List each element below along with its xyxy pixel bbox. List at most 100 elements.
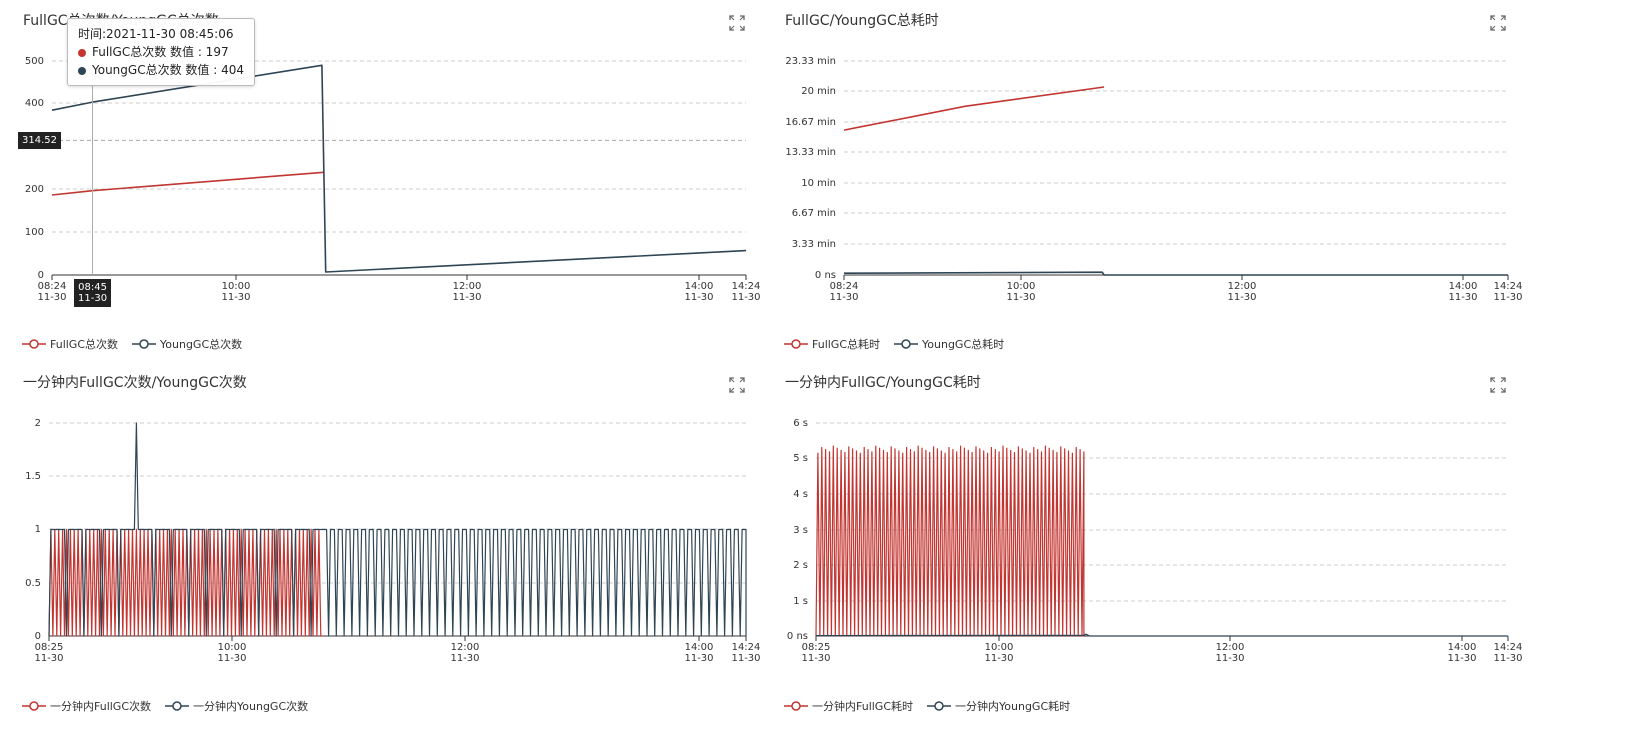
x-tick-date-label: 11-30 bbox=[1215, 653, 1244, 664]
x-tick-label: 14:24 bbox=[732, 642, 761, 653]
y-tick-label: 6 s bbox=[793, 418, 808, 429]
y-tick-label: 1 s bbox=[793, 596, 808, 607]
chart-panel-minute-time: 一分钟内FullGC/YoungGC耗时 0 ns 1 s 2 s 3 s 4 s 5 s… bbox=[784, 374, 1638, 748]
series-line-younggc bbox=[48, 422, 747, 637]
series-line-younggc bbox=[51, 64, 747, 273]
y-tick-label: 100 bbox=[25, 227, 44, 238]
legend-label: 一分钟内YoungGC次数 bbox=[193, 700, 309, 713]
legend-marker-icon bbox=[784, 339, 808, 349]
x-tick-label: 10:00 bbox=[218, 642, 247, 653]
y-tick-label: 3.33 min bbox=[792, 239, 836, 250]
tooltip-young-dot-icon bbox=[78, 66, 86, 75]
tooltip-row-full: FullGC总次数 数值 : 197 bbox=[92, 45, 229, 59]
chart-panel-minute-count: 一分钟内FullGC次数/YoungGC次数 0 0.5 1 1.5 2 08:25 11-… bbox=[0, 374, 819, 748]
legend-item-young[interactable]: YoungGC总次数 bbox=[132, 336, 242, 352]
x-tick-label: 14:00 bbox=[685, 642, 714, 653]
chart-title: 一分钟内FullGC次数/YoungGC次数 bbox=[23, 375, 247, 391]
x-tick-date-label: 11-30 bbox=[217, 653, 246, 664]
x-tick-date-label: 11-30 bbox=[1227, 292, 1256, 303]
tooltip: 时间:2021-11-30 08:45:06 FullGC总次数 数值 : 19… bbox=[67, 18, 255, 86]
y-tick-label: 3 s bbox=[793, 525, 808, 536]
fullscreen-expand-icon[interactable] bbox=[729, 377, 745, 393]
fullscreen-expand-icon[interactable] bbox=[1490, 377, 1506, 393]
series-line-younggc bbox=[843, 271, 1508, 276]
y-tick-label: 20 min bbox=[801, 86, 836, 97]
legend-item-full[interactable]: FullGC总次数 bbox=[22, 336, 118, 352]
legend-label: FullGC总次数 bbox=[50, 338, 119, 351]
legend-item-young[interactable]: 一分钟内YoungGC耗时 bbox=[927, 698, 1070, 714]
x-tick-date-label: 11-30 bbox=[37, 292, 66, 303]
x-tick-label: 14:00 bbox=[685, 281, 714, 292]
chart-title: 一分钟内FullGC/YoungGC耗时 bbox=[785, 375, 981, 391]
y-tick-label: 0.5 bbox=[25, 578, 41, 589]
x-tick-date-label: 11-30 bbox=[731, 653, 760, 664]
legend: 一分钟内FullGC次数 一分钟内YoungGC次数 bbox=[22, 698, 322, 714]
legend-item-full[interactable]: 一分钟内FullGC次数 bbox=[22, 698, 151, 714]
x-tick-label: 14:24 bbox=[1494, 281, 1523, 292]
axis-pointer-x-date: 11-30 bbox=[78, 293, 108, 304]
legend: 一分钟内FullGC耗时 一分钟内YoungGC耗时 bbox=[784, 698, 1084, 714]
x-tick-date-label: 11-30 bbox=[1447, 653, 1476, 664]
x-tick-label: 12:00 bbox=[1228, 281, 1257, 292]
axis-pointer-y-label: 314.52 bbox=[18, 132, 61, 149]
x-tick-label: 12:00 bbox=[1216, 642, 1245, 653]
x-tick-date-label: 11-30 bbox=[452, 292, 481, 303]
y-tick-label: 0 ns bbox=[787, 631, 808, 642]
legend: FullGC总耗时 YoungGC总耗时 bbox=[784, 336, 1018, 352]
x-tick-date-label: 11-30 bbox=[1493, 292, 1522, 303]
legend-item-young[interactable]: YoungGC总耗时 bbox=[894, 336, 1004, 352]
series-line-younggc bbox=[815, 633, 1508, 637]
axis-pointer-x-label: 08:45 11-30 bbox=[74, 279, 112, 307]
y-tick-label: 0 bbox=[38, 270, 44, 281]
legend-item-full[interactable]: FullGC总耗时 bbox=[784, 336, 880, 352]
legend-item-full[interactable]: 一分钟内FullGC耗时 bbox=[784, 698, 913, 714]
axis-pointer-x-time: 08:45 bbox=[78, 282, 107, 293]
legend-label: 一分钟内YoungGC耗时 bbox=[955, 700, 1071, 713]
plot-group: 00.511.5208:2511-3010:0011-3012:0011-301… bbox=[25, 418, 760, 664]
x-tick-label: 10:00 bbox=[222, 281, 251, 292]
x-tick-label: 10:00 bbox=[1007, 281, 1036, 292]
x-tick-date-label: 11-30 bbox=[731, 292, 760, 303]
plot-group: 010020040050008:2411-3010:0011-3012:0011… bbox=[25, 21, 761, 303]
legend-label: 一分钟内FullGC次数 bbox=[50, 700, 152, 713]
y-tick-label: 2 s bbox=[793, 560, 808, 571]
x-tick-date-label: 11-30 bbox=[221, 292, 250, 303]
legend-marker-icon bbox=[165, 701, 190, 711]
x-tick-label: 14:00 bbox=[1448, 642, 1477, 653]
y-tick-label: 16.67 min bbox=[785, 117, 836, 128]
x-tick-date-label: 11-30 bbox=[1006, 292, 1035, 303]
plot-group: 0 ns 3.33 min 6.67 min 10 min 13.33 min 16.67… bbox=[785, 56, 1522, 303]
y-tick-label: 5 s bbox=[793, 453, 808, 464]
series-line-fullgc bbox=[815, 445, 1085, 637]
tooltip-time: 时间:2021-11-30 08:45:06 bbox=[78, 27, 234, 41]
x-tick-label: 12:00 bbox=[453, 281, 482, 292]
y-tick-label: 10 min bbox=[801, 178, 836, 189]
y-tick-label: 500 bbox=[25, 56, 44, 67]
legend-label: FullGC总耗时 bbox=[812, 338, 881, 351]
y-tick-label: 200 bbox=[25, 184, 44, 195]
legend-marker-icon bbox=[22, 339, 46, 349]
fullscreen-expand-icon[interactable] bbox=[1490, 15, 1506, 31]
y-tick-label: 1 bbox=[35, 524, 41, 535]
legend-marker-icon bbox=[927, 701, 952, 711]
x-tick-label: 10:00 bbox=[985, 642, 1014, 653]
legend-item-young[interactable]: 一分钟内YoungGC次数 bbox=[165, 698, 308, 714]
y-tick-label: 0 bbox=[35, 631, 41, 642]
y-tick-label: 6.67 min bbox=[792, 208, 836, 219]
tooltip-row-young: YoungGC总次数 数值 : 404 bbox=[92, 63, 244, 77]
y-tick-label: 4 s bbox=[793, 489, 808, 500]
y-tick-label: 23.33 min bbox=[785, 56, 836, 67]
x-tick-label: 08:24 bbox=[38, 281, 67, 292]
x-tick-date-label: 11-30 bbox=[801, 653, 830, 664]
x-tick-label: 08:25 bbox=[35, 642, 64, 653]
y-tick-label: 0 ns bbox=[815, 270, 836, 281]
series-line-fullgc bbox=[843, 86, 1105, 131]
legend-label: YoungGC总耗时 bbox=[922, 338, 1005, 351]
x-tick-date-label: 11-30 bbox=[684, 653, 713, 664]
fullscreen-expand-icon[interactable] bbox=[729, 15, 745, 31]
y-tick-label: 400 bbox=[25, 98, 44, 109]
